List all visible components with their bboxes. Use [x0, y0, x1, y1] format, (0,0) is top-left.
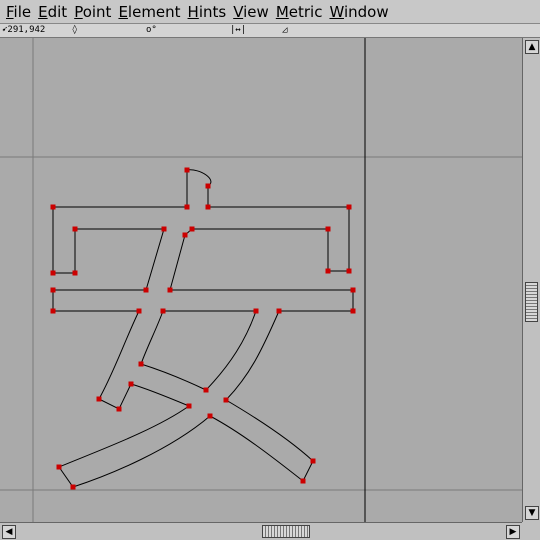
horizontal-scroll-thumb[interactable] — [262, 525, 310, 538]
origin-info-icon: o° — [146, 25, 157, 35]
control-point[interactable] — [116, 406, 122, 412]
control-point[interactable] — [72, 270, 78, 276]
menu-file[interactable]: File — [6, 2, 32, 21]
menu-view[interactable]: View — [233, 2, 269, 21]
control-point[interactable] — [50, 270, 56, 276]
control-point[interactable] — [161, 226, 167, 232]
control-point[interactable] — [310, 458, 316, 464]
menu-window[interactable]: Window — [329, 2, 389, 21]
glyph-canvas[interactable] — [0, 38, 522, 522]
menu-element[interactable]: Element — [118, 2, 181, 21]
control-point[interactable] — [50, 308, 56, 314]
control-point[interactable] — [223, 397, 229, 403]
control-point[interactable] — [184, 167, 190, 173]
control-point[interactable] — [50, 287, 56, 293]
vertical-scroll-thumb[interactable] — [525, 282, 538, 322]
info-bar: ➹291,942 ◊ o° |↔| ◿ — [0, 24, 540, 38]
control-point[interactable] — [182, 232, 188, 238]
control-point[interactable] — [128, 381, 134, 387]
control-point[interactable] — [184, 204, 190, 210]
control-point[interactable] — [346, 268, 352, 274]
control-point[interactable] — [160, 308, 166, 314]
angle-info-icon: ◿ — [282, 25, 288, 35]
triangle-down-icon[interactable]: ▼ — [525, 506, 539, 520]
control-point[interactable] — [136, 308, 142, 314]
point-info-icon: ◊ — [72, 25, 78, 35]
control-point[interactable] — [350, 287, 356, 293]
control-point[interactable] — [72, 226, 78, 232]
control-point[interactable] — [138, 361, 144, 367]
control-point[interactable] — [346, 204, 352, 210]
control-point[interactable] — [167, 287, 173, 293]
control-point[interactable] — [96, 396, 102, 402]
control-point[interactable] — [325, 226, 331, 232]
control-point[interactable] — [50, 204, 56, 210]
control-point[interactable] — [253, 308, 259, 314]
control-point[interactable] — [325, 268, 331, 274]
vertical-scrollbar[interactable]: ▲ ▼ — [522, 38, 540, 522]
control-point[interactable] — [189, 226, 195, 232]
triangle-left-icon[interactable]: ◀ — [2, 525, 16, 539]
inner-contour[interactable] — [140, 310, 257, 391]
menu-bar: File Edit Point Element Hints View Metri… — [0, 0, 540, 24]
cursor-coords: ➹291,942 — [2, 25, 46, 35]
distance-info-icon: |↔| — [230, 25, 247, 35]
canvas-background[interactable] — [0, 38, 522, 522]
triangle-up-icon[interactable]: ▲ — [525, 40, 539, 54]
cursor-arrow-icon: ➹ — [2, 25, 8, 35]
menu-edit[interactable]: Edit — [38, 2, 68, 21]
menu-hints[interactable]: Hints — [187, 2, 227, 21]
control-point[interactable] — [205, 183, 211, 189]
control-point[interactable] — [350, 308, 356, 314]
control-point[interactable] — [56, 464, 62, 470]
control-point[interactable] — [276, 308, 282, 314]
triangle-right-icon[interactable]: ▶ — [506, 525, 520, 539]
horizontal-scrollbar[interactable]: ◀ ▶ — [0, 522, 522, 540]
control-point[interactable] — [143, 287, 149, 293]
points-layer[interactable] — [50, 167, 356, 490]
scroll-corner — [522, 522, 540, 540]
control-point[interactable] — [207, 413, 213, 419]
control-point[interactable] — [205, 204, 211, 210]
menu-metric[interactable]: Metric — [275, 2, 323, 21]
control-point[interactable] — [300, 478, 306, 484]
control-point[interactable] — [186, 403, 192, 409]
control-point[interactable] — [203, 387, 209, 393]
menu-point[interactable]: Point — [74, 2, 112, 21]
control-point[interactable] — [70, 484, 76, 490]
